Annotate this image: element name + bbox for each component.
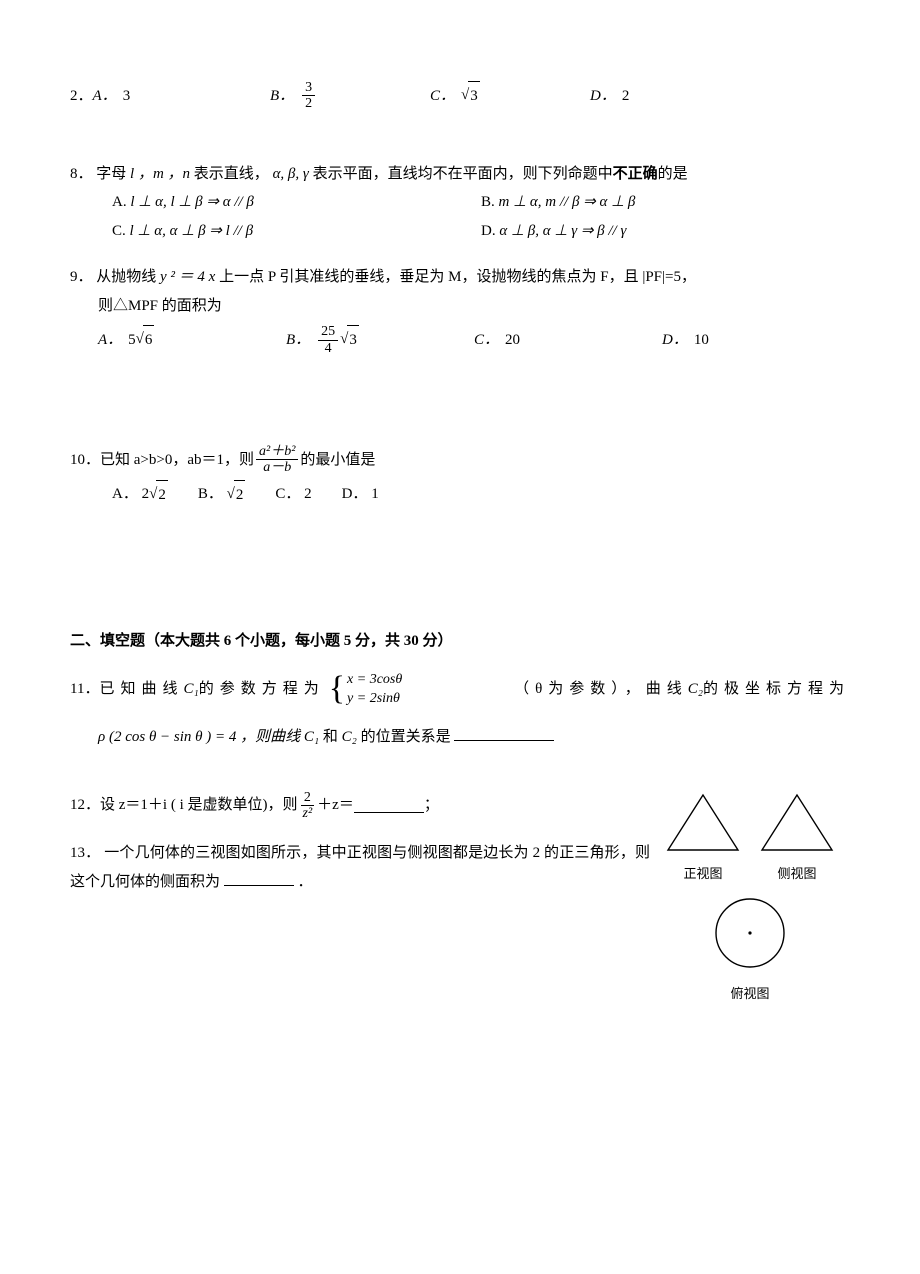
question-8: 8． 字母 l ，m ，n 表示直线， α, β, γ 表示平面，直线均不在平面… [70,160,850,246]
q12-stem-b: ＋z＝ [317,791,354,820]
question-12: 12． 设 z＝1＋i ( i 是虚数单位)，则 2 z² ＋z＝ ； [70,790,650,822]
q9-A-sqrt: 6 [136,325,155,355]
question-9: 9． 从抛物线 y ² ＝ 4 x 上一点 P 引其准线的垂线，垂足为 M，设抛… [70,263,850,356]
q11-stem-d: 的极坐标方程为 [703,675,850,704]
q13-blank [224,870,294,886]
q10-A-sqrt: 2 [149,480,168,510]
question-13: 13． 一个几何体的三视图如图所示，其中正视图与侧视图都是边长为 2 的正三角形… [70,839,650,896]
q9-line2: 则△MPF 的面积为 [70,292,850,321]
q9-B-label: B． [286,326,310,355]
q9-stem-a: 从抛物线 [96,269,160,285]
q7-C-label: C． [430,82,455,111]
q9-D-label: D． [662,326,688,355]
q7-B-label: B． [270,82,294,111]
q10-C-label: C． [275,486,300,502]
q7-C-sqrt: 3 [461,81,480,111]
three-views-figure: 正视图 侧视图 俯视图 [650,790,850,1007]
q11-line2-a: ρ (2 cos θ − sin θ ) = 4 ，则曲线 [98,729,300,745]
q9-A-pre: 5 [128,326,136,355]
q10-number: 10． [70,446,100,475]
q11-c2b: C₂ [342,729,357,745]
q11-line2-c: 的位置关系是 [361,729,451,745]
q8-A-val: l ⊥ α, l ⊥ β ⇒ α // β [130,194,254,210]
q7-A-val: 3 [123,82,131,111]
q11-c1b: C₁ [304,729,319,745]
q10-B-sqrt: 2 [227,480,246,510]
q7-B-frac: 3 2 [302,80,315,112]
q9-C-val: 20 [505,326,520,355]
q8-stem-a: 字母 [96,166,126,182]
top-view-label: 俯视图 [650,982,850,1007]
q12-tail: ； [424,791,439,820]
q10-A-label: A． [112,486,138,502]
q9-D-val: 10 [694,326,709,355]
q11-stem-a: 已知曲线 [99,675,183,704]
q10-stem-b: 的最小值是 [300,446,375,475]
q10-A-pre: 2 [142,486,150,502]
q12-number: 12． [70,791,100,820]
q8-number: 8． [70,166,93,182]
q11-stem-b: 的参数方程为 [199,675,325,704]
front-view-label: 正视图 [663,862,743,887]
q7-D-label: D． [590,82,616,111]
top-view-circle-icon [710,893,790,973]
q8-stem-b: 表示直线， [194,166,269,182]
q11-system: { x = 3cosθ y = 2sinθ [329,670,403,709]
q8-A-label: A. [112,194,127,210]
q12-blank [354,797,424,813]
q9-A-label: A． [98,326,122,355]
q9-eq: y ² ＝ 4 x [160,269,215,285]
q8-D-label: D. [481,223,496,239]
q9-number: 9． [70,269,93,285]
q9-stem-b: 上一点 P 引其准线的垂线，垂足为 M，设抛物线的焦点为 F，且 |PF|=5， [219,269,696,285]
q12-stem-a: 设 z＝1＋i ( i 是虚数单位)，则 [100,791,297,820]
q10-B-label: B． [198,486,223,502]
q11-c1a: C₁ [183,675,198,704]
question-11: 11． 已知曲线 C₁ 的参数方程为 { x = 3cosθ y = 2sinθ… [70,670,850,752]
q8-abg: α, β, γ [273,166,309,182]
section-2-title: 二、填空题（本大题共 6 个小题，每小题 5 分，共 30 分） [70,627,850,656]
q7-A-label: A． [93,82,117,111]
q8-bold: 不正确 [613,166,658,182]
q7-number: 2． [70,82,93,111]
q11-stem-c: （θ为参数），曲线 [514,675,688,704]
q13-tail: ． [298,874,313,890]
q10-D-val: 1 [371,486,379,502]
q10-C-val: 2 [304,486,312,502]
q9-C-label: C． [474,326,499,355]
q8-B-label: B. [481,194,495,210]
q13-stem-a: 一个几何体的三视图如图所示，其中正视图与侧视图都是边长为 2 的正三角形，则这个… [70,845,650,890]
q10-D-label: D． [342,486,368,502]
q13-number: 13． [70,845,100,861]
front-view-triangle-icon [663,790,743,854]
q7-D-val: 2 [622,82,630,111]
side-view-label: 侧视图 [757,862,837,887]
q8-stem-d: 的是 [658,166,688,182]
q8-C-val: l ⊥ α, α ⊥ β ⇒ l // β [130,223,254,239]
q9-B-sqrt: 3 [340,325,359,355]
q10-stem-a: 已知 a>b>0，ab＝1，则 [100,446,254,475]
q8-stem-c: 表示平面，直线均不在平面内，则下列命题中 [313,166,613,182]
q11-line2-b: 和 [323,729,338,745]
q8-C-label: C. [112,223,126,239]
question-7: 2． A． 3 B． 3 2 C． 3 D． 2 [70,80,850,112]
q9-B-frac: 25 4 [318,324,338,356]
q12-frac: 2 z² [300,790,316,822]
q10-frac: a²＋b² a－b [256,444,298,476]
q8-lmn: l ，m ，n [130,166,194,182]
question-10: 10． 已知 a>b>0，ab＝1，则 a²＋b² a－b 的最小值是 A． 2… [70,444,850,509]
q11-blank [454,725,554,741]
q11-number: 11． [70,675,99,704]
side-view-triangle-icon [757,790,837,854]
q8-D-val: α ⊥ β, α ⊥ γ ⇒ β // γ [499,223,626,239]
q8-B-val: m ⊥ α, m // β ⇒ α ⊥ β [499,194,636,210]
q11-c2: C₂ [688,675,703,704]
